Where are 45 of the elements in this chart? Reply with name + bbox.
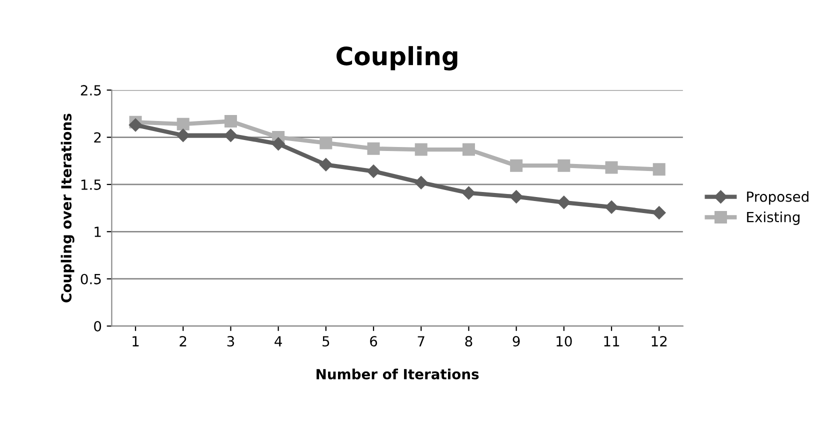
point — [367, 142, 380, 155]
y-tick-label: 1 — [94, 226, 101, 237]
x-tick-label: 6 — [370, 336, 378, 347]
y-tick-label: 2.5 — [80, 85, 101, 96]
point — [176, 118, 190, 130]
x-tick-label: 7 — [418, 336, 424, 346]
y-tick-label: 0.5 — [80, 274, 101, 284]
point — [272, 137, 285, 150]
x-tick-label: 9 — [512, 336, 520, 347]
point — [462, 143, 475, 156]
point — [510, 159, 523, 172]
x-tick-label: 3 — [227, 336, 234, 347]
point — [128, 118, 142, 132]
point — [652, 163, 666, 176]
x-tick-label: 12 — [652, 336, 667, 346]
x-tick-label: 2 — [180, 336, 186, 346]
point — [319, 158, 333, 172]
point — [320, 136, 332, 150]
point — [366, 164, 380, 178]
x-axis-title: Number of Iterations — [316, 368, 479, 380]
y-tick-label: 1.5 — [81, 180, 101, 190]
point — [558, 159, 570, 172]
legend-label: Proposed — [747, 191, 808, 205]
point — [414, 176, 428, 190]
y-axis-title: Coupling over Iterations — [60, 114, 74, 302]
point — [414, 143, 428, 156]
x-tick-label: 5 — [322, 336, 330, 347]
point — [462, 186, 476, 200]
legend-label: Existing — [747, 212, 800, 225]
point — [224, 114, 237, 128]
point — [605, 161, 618, 174]
y-tick-label: 2 — [94, 132, 101, 143]
chart-title: Coupling — [336, 46, 458, 70]
x-tick-label: 4 — [274, 336, 282, 346]
x-tick-label: 1 — [132, 336, 139, 346]
point — [224, 128, 238, 142]
point — [557, 196, 571, 209]
point — [604, 200, 618, 214]
point — [652, 206, 666, 220]
x-tick-label: 10 — [556, 336, 572, 347]
point — [510, 190, 523, 204]
y-tick-label: 0 — [94, 321, 102, 332]
point — [176, 128, 190, 142]
x-tick-label: 11 — [604, 336, 620, 346]
x-tick-label: 8 — [465, 336, 472, 347]
